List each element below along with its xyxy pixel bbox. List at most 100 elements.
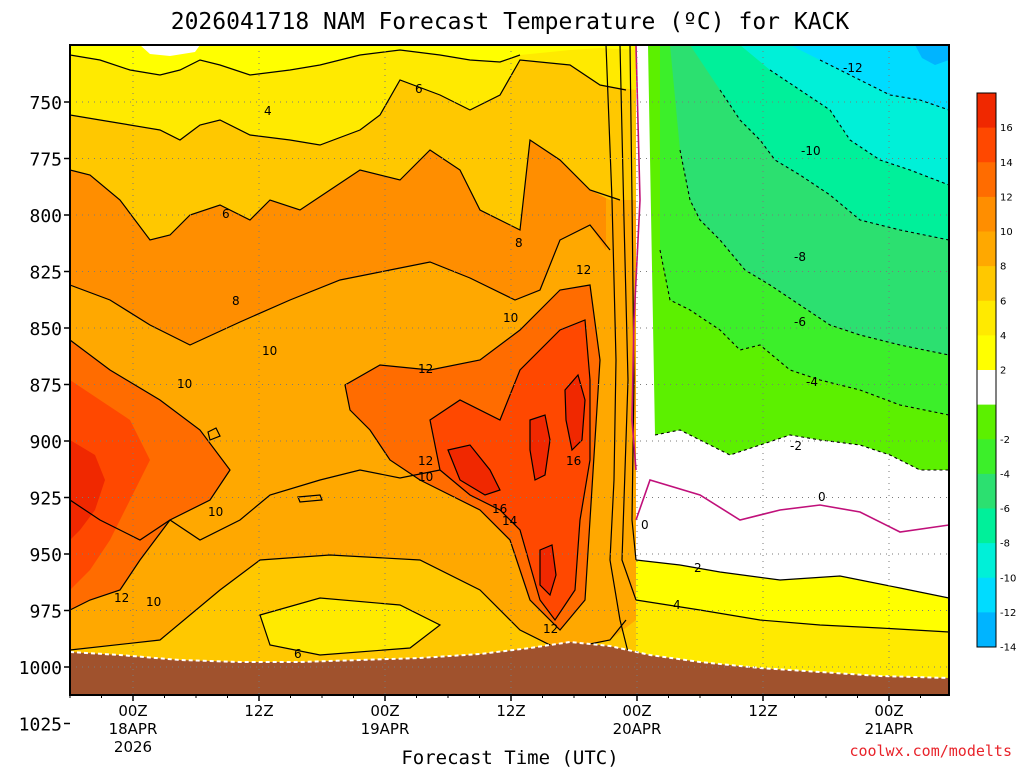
colorbar-swatch: [977, 404, 996, 440]
contour-label: 0: [818, 490, 826, 504]
x-tick-label: 12Z: [496, 702, 525, 720]
plot-frame: [69, 44, 950, 696]
contour-label: 10: [418, 470, 433, 484]
colorbar-swatch: [977, 196, 996, 232]
credit-text: coolwx.com/modelts: [849, 742, 1012, 760]
colorbar-label: 10: [1000, 227, 1013, 238]
colorbar-label: -6: [1000, 504, 1010, 515]
contour-label: 2: [694, 561, 702, 575]
x-tick-label: 00Z: [370, 702, 399, 720]
chart-title: 2026041718 NAM Forecast Temperature (ºC)…: [171, 9, 850, 35]
temp-fill-8: [70, 45, 636, 695]
colorbar-frame: [976, 92, 997, 648]
contour-label: 6: [415, 82, 423, 96]
colorbar-swatch: [977, 439, 996, 475]
colorbar-swatch: [977, 300, 996, 336]
colorbar-label: 4: [1000, 331, 1006, 342]
temp-fill-2: [70, 45, 636, 75]
contour-label: 12: [543, 622, 558, 636]
contour-label: -10: [801, 144, 821, 158]
contour-label: 12: [418, 362, 433, 376]
colorbar-swatch: [977, 162, 996, 198]
y-tick-label: 1025: [19, 715, 62, 736]
contour-label: 10: [177, 377, 192, 391]
x-tick-label: 18APR: [109, 720, 158, 738]
x-tick-label: 20APR: [613, 720, 662, 738]
y-tick-label: 800: [29, 206, 62, 227]
contour-label: 14: [502, 514, 517, 528]
colorbar-swatch: [977, 93, 996, 129]
contour-label: 6: [222, 207, 230, 221]
colorbar-label: -8: [1000, 539, 1010, 550]
colorbar: 16 14 12 10 8 6 4 2 -2 -4 -6 -8 -10 -12 -14: [976, 92, 1016, 654]
colorbar-swatch: [977, 231, 996, 267]
colorbar-label: 14: [1000, 158, 1013, 169]
negative-contours: [654, 59, 949, 471]
temp-fill-0-top: [140, 45, 200, 56]
contour-label: 16: [492, 502, 507, 516]
grid-lines: [70, 45, 949, 695]
y-tick-label: 875: [29, 376, 62, 397]
colorbar-swatch: [977, 508, 996, 544]
x-tick-label: 2026: [114, 738, 152, 756]
contour-label: 10: [503, 311, 518, 325]
x-tick-label: 21APR: [865, 720, 914, 738]
colorbar-label: 16: [1000, 123, 1013, 134]
y-axis: 750 775 800 825 850 875 900 925 950 975 1000 1025: [19, 93, 70, 736]
y-tick-label: 850: [29, 319, 62, 340]
colorbar-swatch: [977, 370, 996, 406]
y-tick-label: 825: [29, 263, 62, 284]
y-tick-label: 975: [29, 602, 62, 623]
contour-label: -2: [790, 439, 802, 453]
contour-label: 4: [673, 598, 681, 612]
x-tick-label: 00Z: [118, 702, 147, 720]
contour-label: 10: [208, 505, 223, 519]
colorbar-label: 2: [1000, 366, 1006, 377]
temp-fill-4: [70, 45, 636, 655]
ground-edge: [70, 640, 949, 679]
colorbar-swatch: [977, 266, 996, 302]
temp-fill-neg14: [915, 45, 949, 65]
colorbar-label: -2: [1000, 435, 1010, 446]
y-tick-label: 900: [29, 432, 62, 453]
plot-area: [70, 45, 949, 695]
contour-label: 12: [114, 591, 129, 605]
contour-label: -6: [794, 315, 806, 329]
y-tick-label: 925: [29, 489, 62, 510]
contour-label: 8: [232, 294, 240, 308]
colorbar-swatch: [977, 612, 996, 648]
contour-label: -8: [794, 250, 806, 264]
x-tick-label: 19APR: [361, 720, 410, 738]
temp-fill-12: [70, 285, 600, 630]
contour-label: -4: [806, 375, 818, 389]
contour-label: 12: [418, 454, 433, 468]
x-tick-label: 12Z: [748, 702, 777, 720]
colorbar-label: -10: [1000, 573, 1016, 584]
x-axis-label: Forecast Time (UTC): [401, 747, 618, 768]
x-tick-label: 12Z: [244, 702, 273, 720]
x-tick-label: 00Z: [874, 702, 903, 720]
contour-label: 0: [641, 518, 649, 532]
colorbar-swatch: [977, 127, 996, 163]
contour-label: 16: [566, 454, 581, 468]
colorbar-label: 6: [1000, 296, 1006, 307]
x-tick-label: 00Z: [622, 702, 651, 720]
y-tick-label: 775: [29, 150, 62, 171]
colorbar-label: -12: [1000, 608, 1016, 619]
contour-label: 4: [264, 104, 272, 118]
y-tick-label: 950: [29, 545, 62, 566]
colorbar-swatch: [977, 473, 996, 509]
contour-label: 12: [576, 263, 591, 277]
colorbar-label: 12: [1000, 192, 1013, 203]
colorbar-label: -14: [1000, 643, 1016, 654]
colorbar-label: -4: [1000, 469, 1010, 480]
contour-label: 8: [515, 236, 523, 250]
ground-surface: [70, 642, 949, 695]
contour-label: -12: [843, 61, 863, 75]
y-tick-label: 750: [29, 93, 62, 114]
colorbar-swatch: [977, 335, 996, 371]
colorbar-label: 8: [1000, 262, 1006, 273]
contour-label: 6: [294, 647, 302, 661]
